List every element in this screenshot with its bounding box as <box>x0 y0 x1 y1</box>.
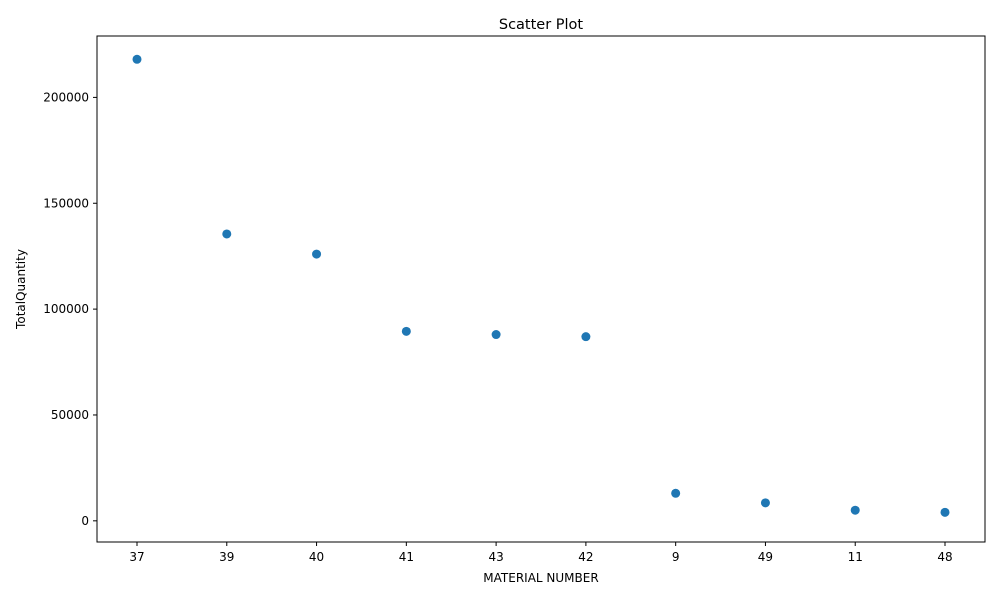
x-tick-label: 11 <box>848 550 863 564</box>
data-point <box>940 507 950 517</box>
data-point <box>222 229 232 239</box>
x-tick-label: 9 <box>672 550 680 564</box>
data-point <box>671 488 681 498</box>
x-tick-label: 39 <box>219 550 234 564</box>
data-point <box>132 54 142 64</box>
data-point <box>581 332 591 342</box>
plot-frame <box>96 35 986 543</box>
y-tick-label: 0 <box>81 514 89 528</box>
data-point <box>760 498 770 508</box>
x-tick-label: 43 <box>488 550 503 564</box>
x-tick-label: 48 <box>937 550 952 564</box>
y-axis-ticks: 0 50000 100000 150000 200000 <box>43 90 97 528</box>
y-tick-label: 100000 <box>43 302 89 316</box>
x-tick-label: 42 <box>578 550 593 564</box>
y-axis-title: TotalQuantity <box>14 249 28 330</box>
data-point <box>850 505 860 515</box>
data-point <box>491 330 501 340</box>
data-point <box>401 326 411 336</box>
x-tick-label: 41 <box>399 550 414 564</box>
x-axis-title: MATERIAL NUMBER <box>483 571 598 585</box>
x-tick-label: 37 <box>129 550 144 564</box>
x-axis-ticks: 37 39 40 41 43 42 9 49 11 48 <box>129 542 953 564</box>
y-tick-label: 50000 <box>51 408 89 422</box>
y-tick-label: 200000 <box>43 90 89 104</box>
points-layer <box>132 54 950 517</box>
x-tick-label: 40 <box>309 550 324 564</box>
y-tick-label: 150000 <box>43 196 89 210</box>
chart-title: Scatter Plot <box>499 17 584 33</box>
data-point <box>312 249 322 259</box>
x-tick-label: 49 <box>758 550 773 564</box>
